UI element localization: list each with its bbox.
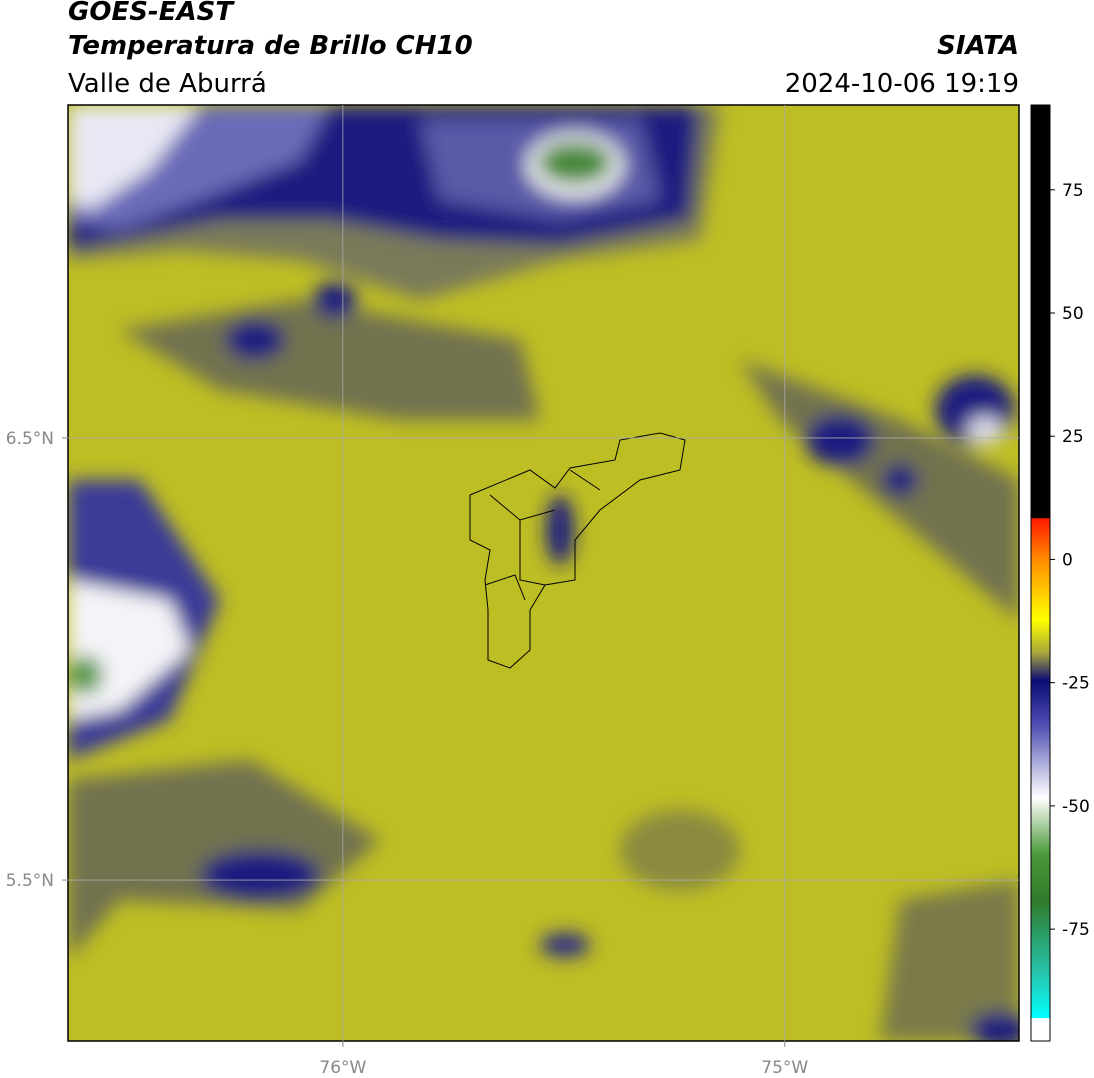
y-tick-label: 5.5°N bbox=[6, 871, 54, 891]
source: SIATA bbox=[937, 31, 1019, 61]
colorbar-tick-label: 25 bbox=[1062, 427, 1084, 447]
municipal-boundaries bbox=[469, 432, 686, 669]
y-tick-label: 6.5°N bbox=[6, 429, 54, 449]
colorbar-tick-label: 0 bbox=[1062, 550, 1073, 570]
colorbar bbox=[1030, 104, 1051, 1042]
satellite-field bbox=[68, 105, 1019, 1041]
colorbar-tick-label: 50 bbox=[1062, 304, 1084, 324]
map-frame bbox=[67, 104, 1020, 1042]
colorbar-tick-label: 75 bbox=[1062, 181, 1084, 201]
x-tick-label: 75°W bbox=[761, 1058, 808, 1078]
colorbar-tick-label: -50 bbox=[1062, 797, 1090, 817]
subtitle: Temperatura de Brillo CH10 bbox=[68, 31, 473, 61]
region: Valle de Aburrá bbox=[68, 69, 267, 99]
colorbar-tick-label: -25 bbox=[1062, 674, 1090, 694]
datetime: 2024-10-06 19:19 bbox=[785, 69, 1019, 99]
x-tick-label: 76°W bbox=[319, 1058, 366, 1078]
title: GOES-EAST bbox=[68, 0, 235, 27]
colorbar-tick-label: -75 bbox=[1062, 920, 1090, 940]
